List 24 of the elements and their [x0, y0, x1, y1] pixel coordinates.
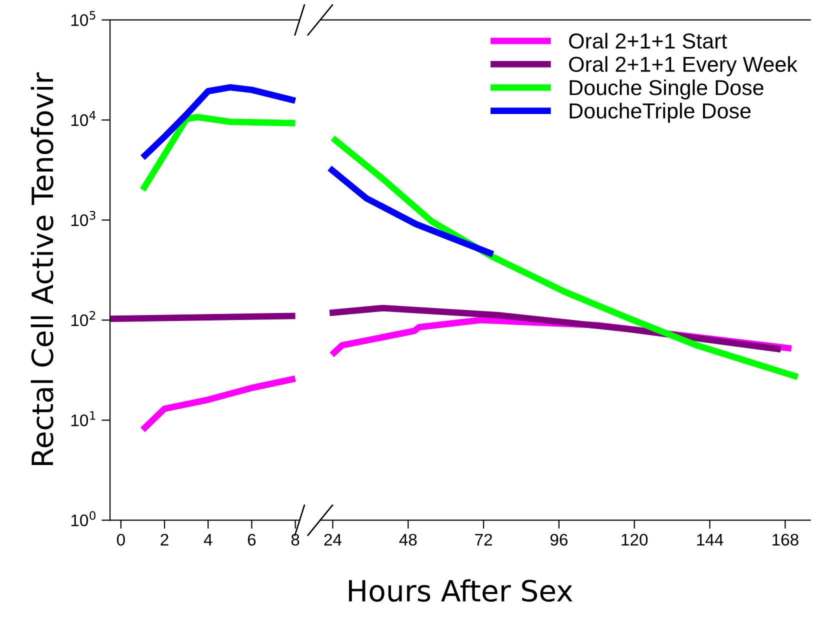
x-tick-label: 6 — [248, 534, 256, 546]
y-tick-label: 10$^{3}$ — [71, 210, 96, 226]
x-tick-label: 8 — [291, 534, 300, 546]
y-tick-label: 10$^{2}$ — [71, 310, 96, 326]
y-tick-label: 10$^{0}$ — [71, 511, 96, 526]
y-tick-label: 10$^{5}$ — [71, 10, 96, 26]
x-tick-label: 24 — [324, 534, 342, 546]
y-axis-title: Rectal Cell Active Tenofovir — [30, 72, 54, 465]
legend-label: Oral 2+1+1 Every Week — [569, 56, 798, 76]
x-tick-label: 144 — [697, 534, 724, 546]
x-tick-label: 0 — [116, 534, 125, 546]
y-tick-label: 10$^{1}$ — [71, 411, 96, 426]
x-axis-title: Hours After Sex — [349, 579, 572, 602]
x-tick-label: 120 — [622, 534, 648, 546]
legend-label: Douche Single Dose — [570, 79, 764, 100]
x-tick-label: 168 — [772, 534, 798, 546]
x-tick-label: 2 — [160, 534, 168, 546]
x-tick-label: 48 — [399, 534, 417, 546]
x-tick-label: 96 — [550, 534, 568, 546]
legend-label: Oral 2+1+1 Start — [569, 32, 728, 49]
y-tick-label: 10$^{4}$ — [71, 111, 96, 126]
x-tick-label: 72 — [475, 534, 492, 546]
x-tick-label: 4 — [204, 534, 212, 546]
legend-label: DoucheTriple Dose — [570, 102, 751, 123]
